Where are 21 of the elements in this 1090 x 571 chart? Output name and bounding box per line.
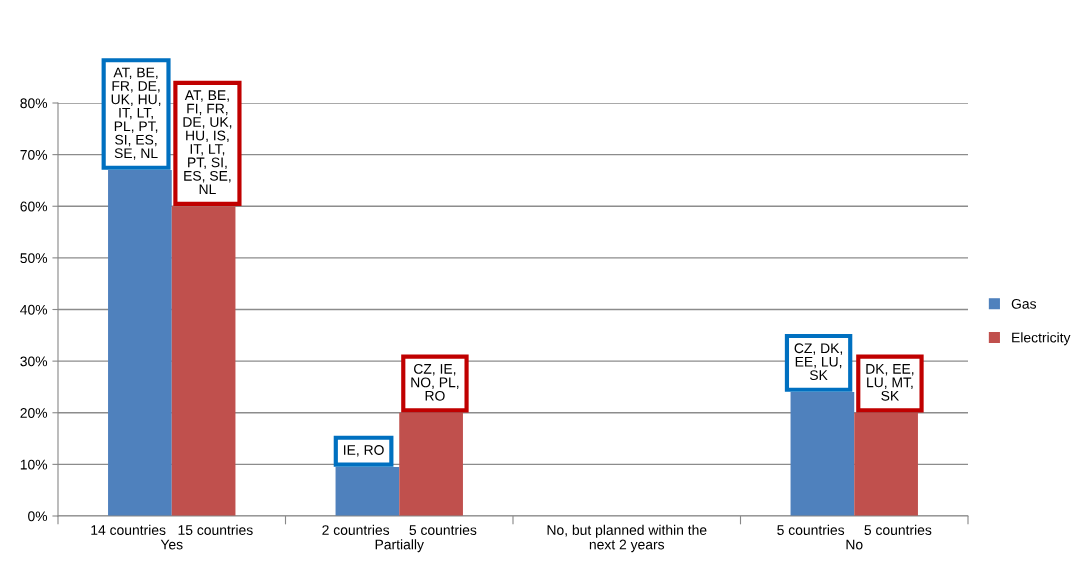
legend-label: Gas [1011,298,1037,309]
y-tick-label: 0% [28,511,48,522]
y-tick-label: 40% [20,304,48,315]
annotation: CZ, DK, EE, LU, SK [794,343,843,381]
annotation: AT, BE, FI, FR, DE, UK, HU, IS, IT, LT, PT, SI, ES, SE, NL [183,90,232,195]
annotation: DK, EE, LU, MT, SK [866,364,914,401]
y-tick-label: 10% [20,459,48,470]
annotation: AT, BE, FR, DE, UK, HU, IT, LT, PL, PT, SI, ES, SE, NL [111,67,161,160]
x-tick-label: No, but planned within the next 2 years [547,524,707,553]
annotation: IE, RO [344,445,384,457]
x-tick-label: 5 countries 5 countries No [777,524,932,550]
y-tick-label: 50% [20,253,48,264]
y-tick-label: 20% [20,408,48,418]
legend-label: Electricity [1012,332,1071,346]
y-tick-label: 60% [20,201,48,212]
y-tick-label: 80% [20,98,48,109]
y-tick-label: 70% [20,149,48,160]
x-tick-label: 14 countries 15 countries Yes [91,524,253,550]
annotation: CZ, IE, NO, PL, RO [411,363,459,401]
y-tick-label: 30% [20,356,48,367]
x-tick-label: 2 countries 5 countries Partially [322,524,477,553]
